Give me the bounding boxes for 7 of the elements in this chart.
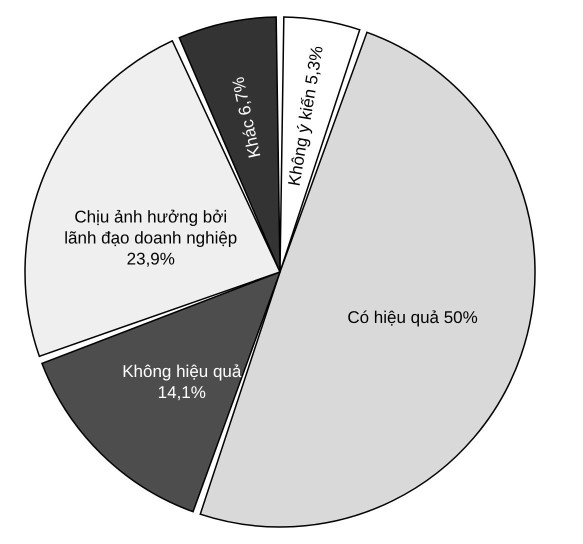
data-label: 14,1%: [158, 383, 206, 402]
slice-label: Không hiệu quả: [122, 362, 242, 382]
slice-label: Không ý kiến 5,3%: [284, 44, 327, 188]
slice-label: Có hiệu quả 50%: [347, 308, 478, 327]
slice-label: Khác 6,7%: [228, 75, 264, 160]
data-label: 23,9%: [126, 250, 175, 269]
slice-label: Chịu ảnh hưởng bởi lãnh đạo doanh nghiệp: [64, 208, 238, 248]
